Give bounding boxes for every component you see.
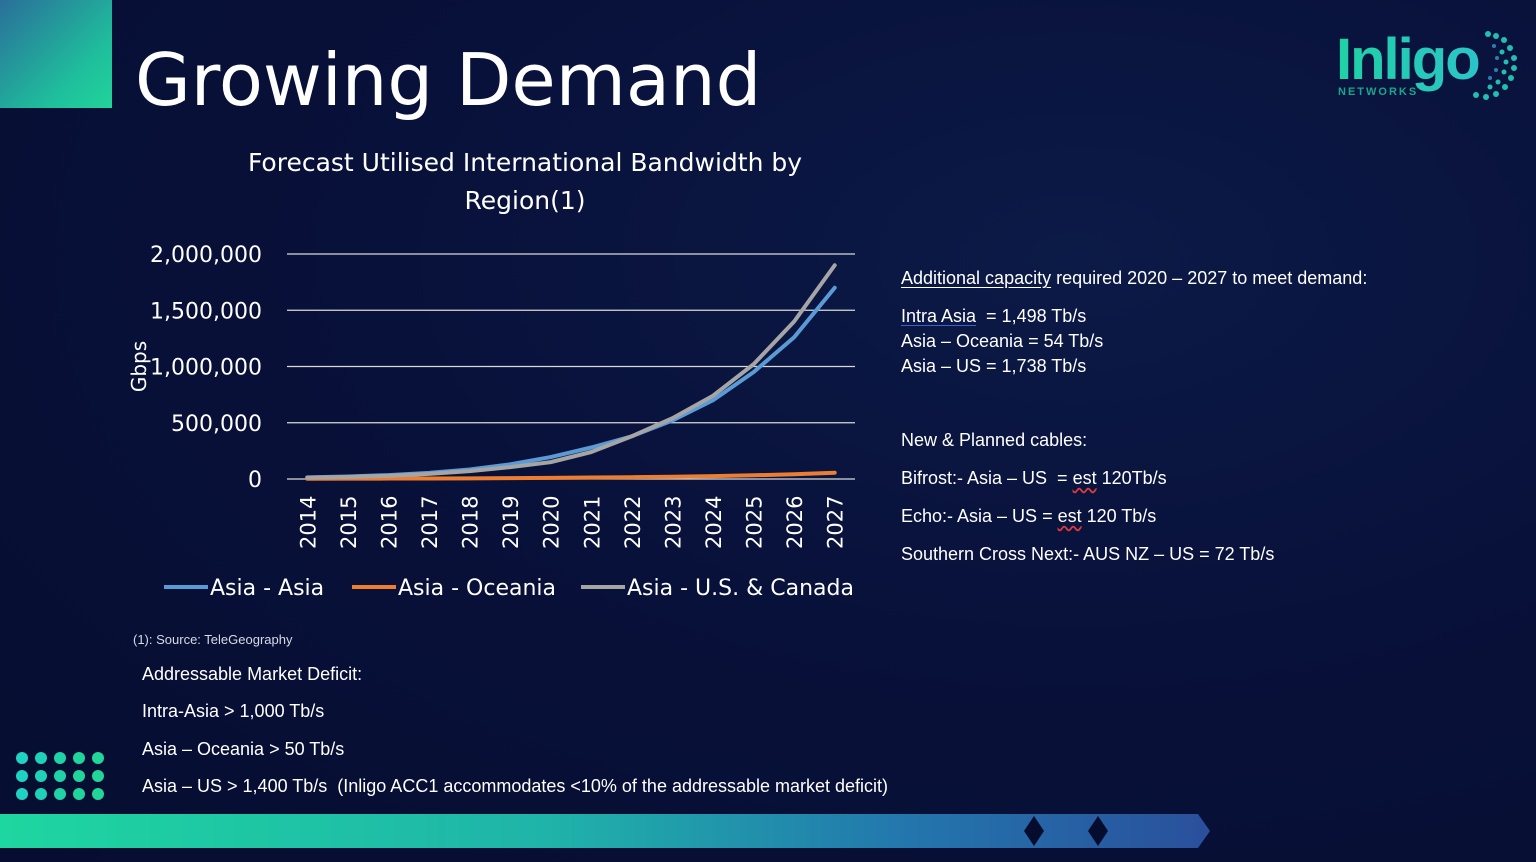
x-tick-label: 2020 — [540, 496, 564, 549]
x-tick-label: 2026 — [783, 496, 807, 549]
series-line-asia-u-s-canada — [305, 263, 837, 480]
decorative-dot — [16, 788, 28, 800]
bifrost-est: est — [1072, 468, 1097, 488]
y-tick-label: 2,000,000 — [150, 243, 262, 268]
legend-label: Asia - U.S. & Canada — [627, 576, 854, 601]
source-note: (1): Source: TeleGeography — [133, 632, 293, 647]
bifrost-value: 120Tb/s — [1096, 468, 1167, 488]
decorative-dot — [92, 770, 104, 782]
deficit-asia-us: Asia – US > 1,400 Tb/s (Inligo ACC1 acco… — [142, 776, 889, 796]
cables-heading: New & Planned cables: — [901, 430, 1088, 450]
chart-title-line-2: Region(1) — [464, 186, 586, 215]
decorative-dot — [73, 788, 85, 800]
y-tick-label: 0 — [248, 468, 262, 493]
capacity-heading-underlined: Additional capacity — [901, 268, 1052, 288]
decorative-dot — [73, 752, 85, 764]
series-line-asia-oceania — [305, 470, 837, 481]
x-tick-label: 2025 — [743, 496, 767, 549]
decorative-dot — [35, 752, 47, 764]
globe-icon — [1473, 31, 1517, 100]
chart-title: Forecast Utilised International Bandwidt… — [100, 144, 950, 220]
x-tick-label: 2023 — [661, 496, 685, 549]
decorative-dot — [54, 788, 66, 800]
asia-oceania-line: Asia – Oceania = 54 Tb/s — [901, 331, 1104, 351]
x-tick-label: 2014 — [296, 496, 320, 549]
bifrost-line: Bifrost:- Asia – US = est 120Tb/s — [901, 468, 1167, 489]
x-tick-label: 2022 — [621, 496, 645, 549]
diamond-icon — [1024, 816, 1044, 846]
decorative-dot — [73, 770, 85, 782]
echo-line: Echo:- Asia – US = est 120 Tb/s — [901, 506, 1156, 527]
y-tick-label: 1,500,000 — [150, 299, 262, 324]
decorative-dot — [16, 770, 28, 782]
logo-wordmark: Inligo — [1336, 27, 1481, 92]
intra-asia-value: = 1,498 Tb/s — [976, 306, 1087, 326]
corner-accent-block — [0, 0, 112, 108]
x-tick-label: 2027 — [824, 496, 848, 549]
x-tick-label: 2017 — [418, 496, 442, 549]
bottom-accent-bar — [0, 814, 1210, 848]
decorative-dot — [54, 752, 66, 764]
capacity-heading-rest: required 2020 – 2027 to meet demand: — [1051, 268, 1368, 288]
intra-asia-line: Intra Asia = 1,498 Tb/s — [901, 306, 1086, 327]
line-chart: 0 500,000 1,000,000 1,500,000 2,000,000 Gbps 2… — [127, 243, 855, 601]
echo-est: est — [1057, 506, 1082, 526]
x-tick-label: 2018 — [459, 496, 483, 549]
decorative-dot — [35, 788, 47, 800]
company-logo: Inligo NETWORKS — [1330, 24, 1520, 106]
decorative-dot — [92, 788, 104, 800]
decorative-dot — [35, 770, 47, 782]
legend-label: Asia - Oceania — [398, 576, 556, 601]
page-title: Growing Demand — [135, 38, 762, 122]
x-tick-label: 2021 — [580, 496, 604, 549]
decorative-dot — [16, 752, 28, 764]
bandwidth-chart: Forecast Utilised International Bandwidt… — [100, 140, 880, 620]
deficit-intra-asia: Intra-Asia > 1,000 Tb/s — [142, 701, 325, 721]
legend-label: Asia - Asia — [210, 576, 324, 601]
deficit-asia-oceania: Asia – Oceania > 50 Tb/s — [142, 739, 345, 759]
diamond-icon — [1088, 816, 1108, 846]
southern-cross-line: Southern Cross Next:- AUS NZ – US = 72 T… — [901, 544, 1275, 564]
echo-prefix: Echo:- Asia – US = — [901, 506, 1058, 526]
chart-title-line-1: Forecast Utilised International Bandwidt… — [247, 148, 803, 177]
y-tick-label: 1,000,000 — [150, 356, 262, 381]
series-line-asia-asia — [305, 285, 837, 480]
decorative-dot — [54, 770, 66, 782]
bifrost-prefix: Bifrost:- Asia – US = — [901, 468, 1073, 488]
capacity-heading: Additional capacity required 2020 – 2027… — [901, 268, 1367, 289]
decorative-dot-grid — [16, 752, 108, 800]
deficit-heading: Addressable Market Deficit: — [142, 664, 363, 684]
x-tick-label: 2019 — [499, 496, 523, 549]
intra-asia-label: Intra Asia — [901, 306, 977, 326]
x-tick-label: 2015 — [337, 496, 361, 549]
x-tick-label: 2016 — [377, 496, 401, 549]
x-tick-label: 2024 — [702, 496, 726, 549]
echo-value: 120 Tb/s — [1081, 506, 1157, 526]
asia-us-line: Asia – US = 1,738 Tb/s — [901, 356, 1087, 376]
logo-subtitle: NETWORKS — [1338, 86, 1419, 98]
decorative-dot — [92, 752, 104, 764]
y-axis-label: Gbps — [127, 341, 151, 392]
y-tick-label: 500,000 — [171, 412, 262, 437]
